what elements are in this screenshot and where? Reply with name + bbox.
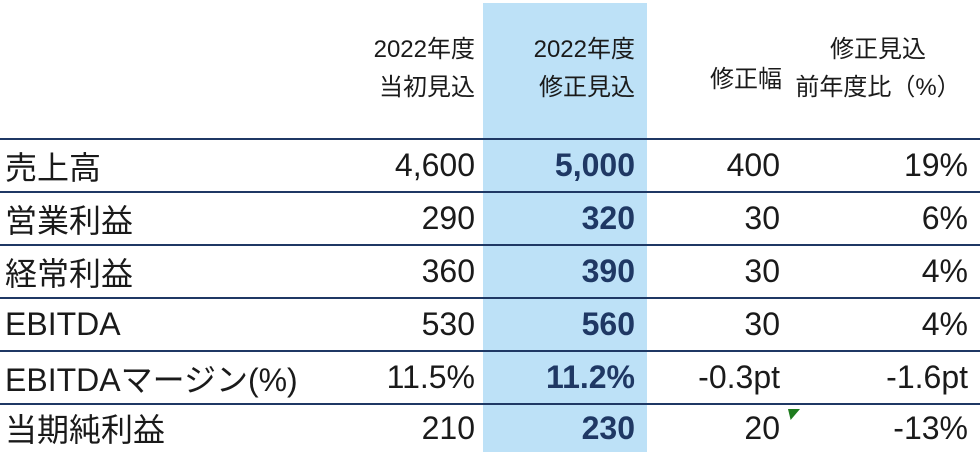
table-row-ebitda: EBITDA 530 560 30 4% (0, 299, 980, 352)
header-initial-line2: 当初見込 (379, 74, 475, 101)
initial-value[interactable]: 11.5% (386, 359, 475, 395)
initial-value[interactable]: 290 (421, 200, 475, 236)
yoy-value[interactable]: 6% (921, 200, 968, 236)
table-row-operating-income: 営業利益 290 320 30 6% (0, 193, 980, 246)
header-revised-forecast[interactable]: 2022年度 修正見込 (483, 0, 647, 138)
initial-value[interactable]: 210 (421, 409, 475, 446)
header-yoy[interactable]: 修正見込 前年度比（%） (790, 0, 980, 138)
header-change[interactable]: 修正幅 (647, 0, 790, 138)
initial-value[interactable]: 530 (421, 306, 475, 342)
row-label[interactable]: EBITDAマージン(%) (5, 361, 298, 398)
row-label[interactable]: EBITDA (5, 306, 121, 342)
header-initial-forecast[interactable]: 2022年度 当初見込 (310, 0, 483, 138)
initial-value[interactable]: 4,600 (394, 147, 475, 183)
initial-value[interactable]: 360 (421, 253, 475, 289)
change-value[interactable]: -0.3pt (698, 359, 780, 395)
yoy-value[interactable]: 4% (921, 253, 968, 289)
revised-value[interactable]: 390 (581, 253, 635, 289)
header-change-label: 修正幅 (710, 65, 782, 93)
yoy-value[interactable]: -1.6pt (886, 359, 968, 395)
change-value[interactable]: 400 (726, 147, 780, 183)
header-yoy-line2: 前年度比（%） (795, 74, 961, 101)
header-empty-cell (0, 0, 310, 138)
table-row-ebitda-margin: EBITDAマージン(%) 11.5% 11.2% -0.3pt -1.6pt (0, 352, 980, 405)
change-value[interactable]: 30 (744, 306, 780, 342)
header-revised-line2: 修正見込 (539, 74, 635, 101)
table-row-sales: 売上高 4,600 5,000 400 19% (0, 140, 980, 193)
table-row-net-income: 当期純利益 210 230 20 -13% (0, 405, 980, 450)
header-yoy-line1: 修正見込 (830, 36, 926, 63)
yoy-value[interactable]: 19% (903, 147, 968, 183)
row-label[interactable]: 当期純利益 (5, 412, 166, 448)
revised-value[interactable]: 560 (581, 306, 635, 342)
change-value[interactable]: 30 (744, 253, 780, 289)
yoy-value[interactable]: 4% (921, 306, 968, 342)
row-label[interactable]: 営業利益 (5, 202, 134, 239)
table-row-ordinary-income: 経常利益 360 390 30 4% (0, 246, 980, 299)
header-revised-line1: 2022年度 (533, 36, 635, 63)
row-label[interactable]: 売上高 (5, 149, 102, 186)
revised-value[interactable]: 11.2% (546, 359, 635, 395)
highlight-column-band (483, 3, 647, 452)
change-value[interactable]: 30 (744, 200, 780, 236)
change-value[interactable]: 20 (744, 409, 780, 446)
revised-value[interactable]: 230 (581, 409, 635, 446)
row-label[interactable]: 経常利益 (5, 255, 134, 292)
table-header-row: 2022年度 当初見込 2022年度 修正見込 修正幅 修正見込 前年度比（%） (0, 0, 980, 140)
revised-value[interactable]: 5,000 (554, 147, 635, 183)
yoy-value[interactable]: -13% (893, 409, 968, 446)
error-indicator-triangle-icon (788, 409, 800, 420)
header-initial-line1: 2022年度 (373, 36, 475, 63)
revised-value[interactable]: 320 (581, 200, 635, 236)
